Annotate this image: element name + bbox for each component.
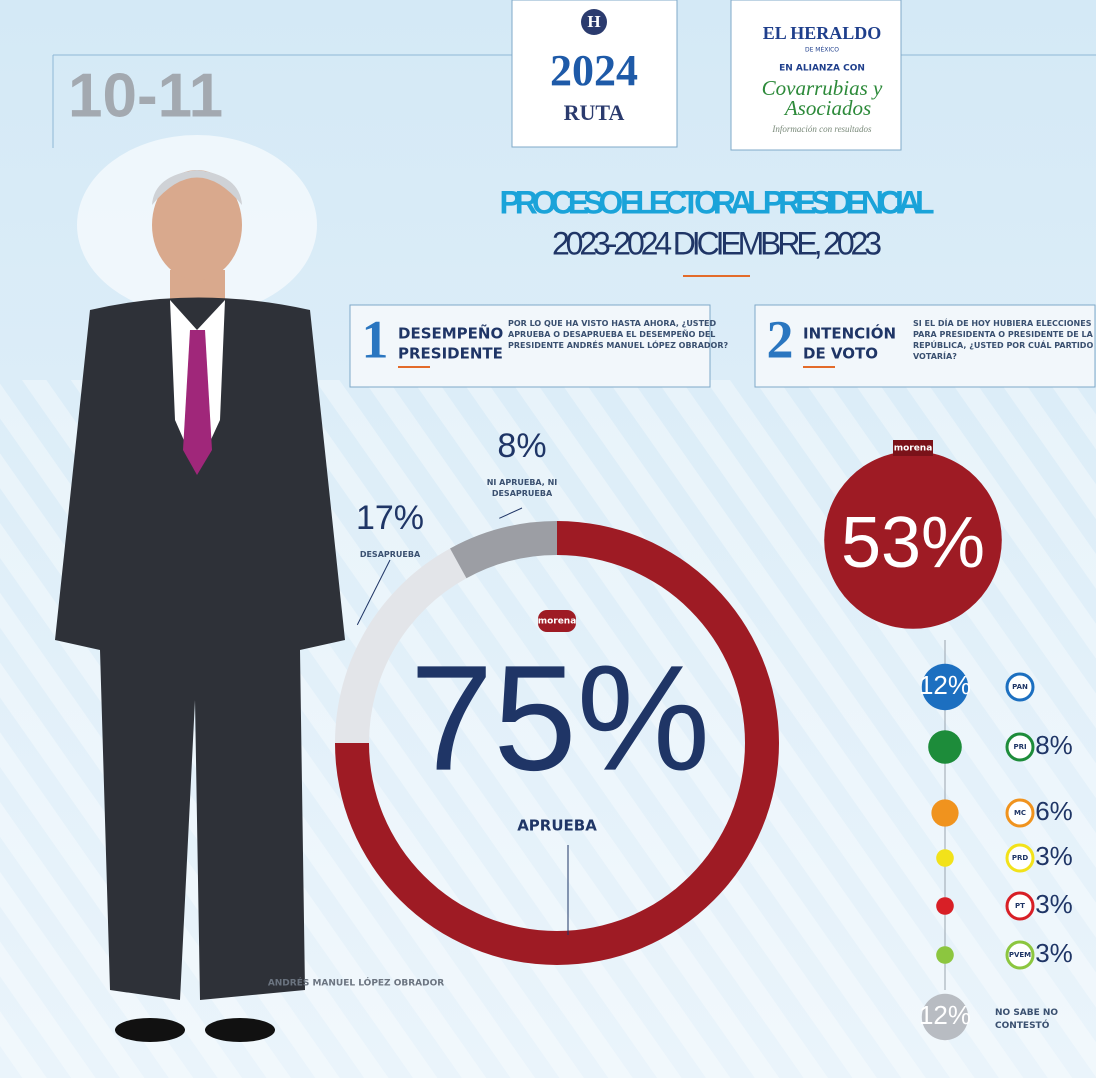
header-title: INTENCIÓN bbox=[803, 324, 896, 343]
party-name: morena bbox=[894, 444, 933, 454]
header-title: DE VOTO bbox=[803, 345, 878, 363]
bubble bbox=[936, 946, 954, 964]
question: NI APRUEBA, NI DESAPRUEBA bbox=[487, 478, 558, 498]
partner-sub: DE MÉXICO bbox=[805, 46, 839, 54]
value-label: 12% bbox=[919, 670, 971, 700]
party-logo bbox=[1005, 732, 1035, 762]
header-title: DESEMPEÑO bbox=[398, 324, 503, 343]
value-label: 3% bbox=[1035, 841, 1073, 871]
value-label: 8% bbox=[1035, 730, 1073, 760]
person bbox=[55, 135, 345, 1042]
question: NO SABE NO CONTESTÓ bbox=[995, 1008, 1058, 1031]
value-label: 17% bbox=[356, 499, 424, 537]
party-logo bbox=[1005, 940, 1035, 970]
question: DESAPRUEBA bbox=[360, 550, 421, 559]
subtitle: 2023-2024 DICIEMBRE, 2023 bbox=[552, 225, 882, 261]
person-name: ANDRÉS MANUEL LÓPEZ OBRADOR bbox=[268, 977, 444, 989]
header-title: PRESIDENTE bbox=[398, 345, 503, 363]
bubble bbox=[921, 663, 969, 711]
header-number: 2 bbox=[767, 309, 794, 369]
value-label: 75% bbox=[410, 634, 710, 802]
partner-brand: EL HERALDO bbox=[763, 23, 882, 43]
party-name: PT bbox=[1015, 902, 1025, 910]
partner-name: Asociados bbox=[783, 96, 871, 120]
partner-alliance: EN ALIANZA CON bbox=[779, 64, 865, 74]
party-logo bbox=[538, 610, 576, 632]
bubble bbox=[936, 897, 954, 915]
bubble bbox=[921, 993, 969, 1041]
partner-name: Covarrubias y bbox=[762, 76, 883, 100]
party-name: PAN bbox=[1012, 683, 1028, 691]
page-number: 10-11 bbox=[68, 61, 223, 130]
header-box bbox=[754, 304, 1096, 388]
party-logo bbox=[1005, 891, 1035, 921]
party-logo bbox=[1005, 798, 1035, 828]
party-logo bbox=[1005, 843, 1035, 873]
value-label: 3% bbox=[1035, 938, 1073, 968]
value-label: 3% bbox=[1035, 889, 1073, 919]
logo-circle bbox=[581, 9, 607, 35]
category-label: APRUEBA bbox=[517, 817, 597, 835]
leader bbox=[499, 507, 523, 519]
logo-letter: H bbox=[587, 12, 600, 31]
party-name: PVEM bbox=[1009, 951, 1031, 959]
party-name: MC bbox=[1014, 809, 1026, 817]
logo-year: 2024 bbox=[550, 46, 638, 95]
party-logo bbox=[893, 440, 933, 456]
question: POR LO QUE HA VISTO HASTA AHORA, ¿USTED A… bbox=[508, 319, 729, 350]
value-label: 53% bbox=[841, 503, 985, 583]
value-label: 8% bbox=[497, 427, 546, 465]
header-number: 1 bbox=[362, 309, 389, 369]
question: SI EL DÍA DE HOY HUBIERA ELECCIONES PARA … bbox=[913, 317, 1094, 361]
party-name: PRI bbox=[1013, 743, 1026, 751]
party-logo bbox=[1005, 672, 1035, 702]
bubble bbox=[931, 799, 959, 827]
title: PROCESO ELECTORAL PRESIDENCIAL bbox=[500, 184, 935, 220]
header-box bbox=[349, 304, 711, 388]
bubble bbox=[936, 849, 954, 867]
bubble bbox=[928, 730, 962, 764]
value-label: 12% bbox=[919, 1000, 971, 1030]
bubble bbox=[824, 451, 1002, 629]
leader bbox=[356, 559, 391, 626]
party-logo-text: morena bbox=[538, 617, 577, 627]
donut-segment bbox=[335, 548, 467, 743]
logo-name: RUTA bbox=[564, 100, 625, 125]
partner-tagline: Información con resultados bbox=[771, 124, 872, 134]
party-name: PRD bbox=[1012, 854, 1029, 862]
partner-box bbox=[730, 0, 902, 151]
donut-segment bbox=[450, 521, 557, 579]
value-label: 6% bbox=[1035, 796, 1073, 826]
